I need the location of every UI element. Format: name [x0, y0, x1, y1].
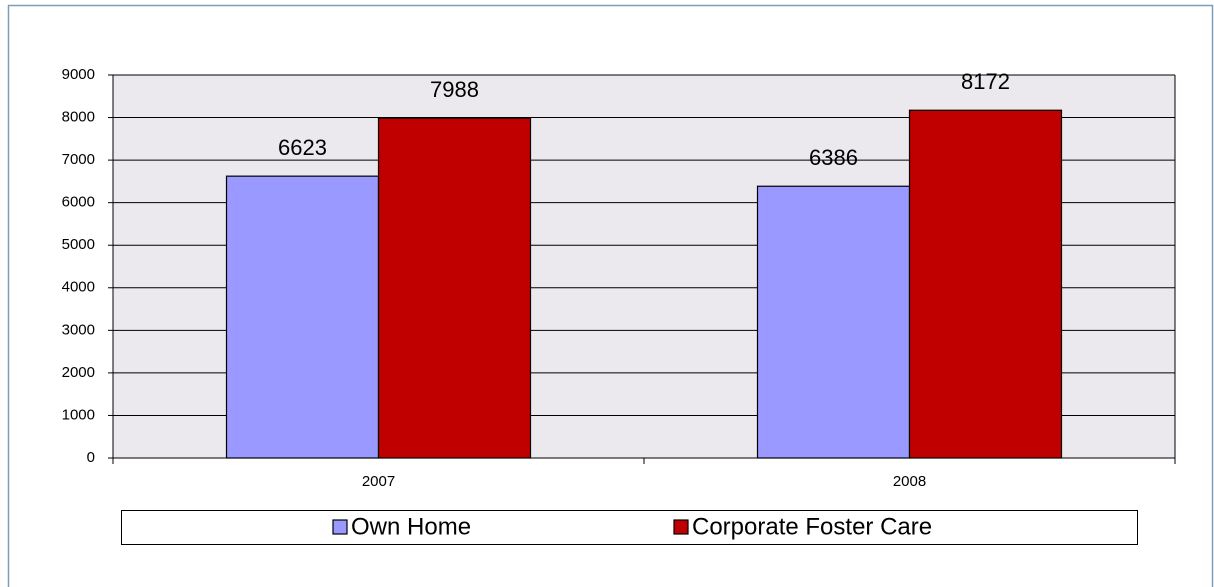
- data-label: 6623: [278, 135, 327, 160]
- bar: [377, 117, 532, 459]
- legend-label: Corporate Foster Care: [692, 513, 932, 540]
- legend-label: Own Home: [351, 513, 471, 540]
- x-tick-label: 2007: [362, 473, 395, 490]
- bar: [756, 185, 911, 459]
- y-tick-label: 6000: [62, 194, 95, 211]
- bar: [908, 109, 1063, 459]
- data-label: 8172: [961, 69, 1010, 94]
- y-tick-label: 5000: [62, 236, 95, 253]
- y-tick-label: 7000: [62, 151, 95, 168]
- legend-swatch: [332, 519, 348, 535]
- legend-box: [121, 510, 1138, 545]
- legend-swatch: [673, 519, 689, 535]
- y-tick-label: 1000: [62, 406, 95, 423]
- y-tick-label: 2000: [62, 364, 95, 381]
- x-tick-label: 2008: [893, 473, 926, 490]
- bar: [225, 175, 380, 459]
- data-label: 7988: [430, 77, 479, 102]
- y-tick-label: 8000: [62, 109, 95, 126]
- y-tick-label: 0: [87, 449, 95, 466]
- y-tick-label: 4000: [62, 279, 95, 296]
- y-tick-label: 3000: [62, 321, 95, 338]
- data-label: 6386: [809, 145, 858, 170]
- y-tick-label: 9000: [62, 66, 95, 83]
